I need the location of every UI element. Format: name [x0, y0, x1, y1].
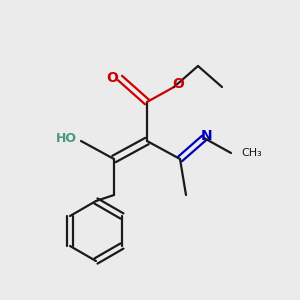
Text: N: N [201, 130, 213, 143]
Text: CH₃: CH₃ [242, 148, 262, 158]
Text: HO: HO [56, 132, 76, 145]
Text: O: O [172, 77, 184, 91]
Text: O: O [106, 71, 119, 85]
